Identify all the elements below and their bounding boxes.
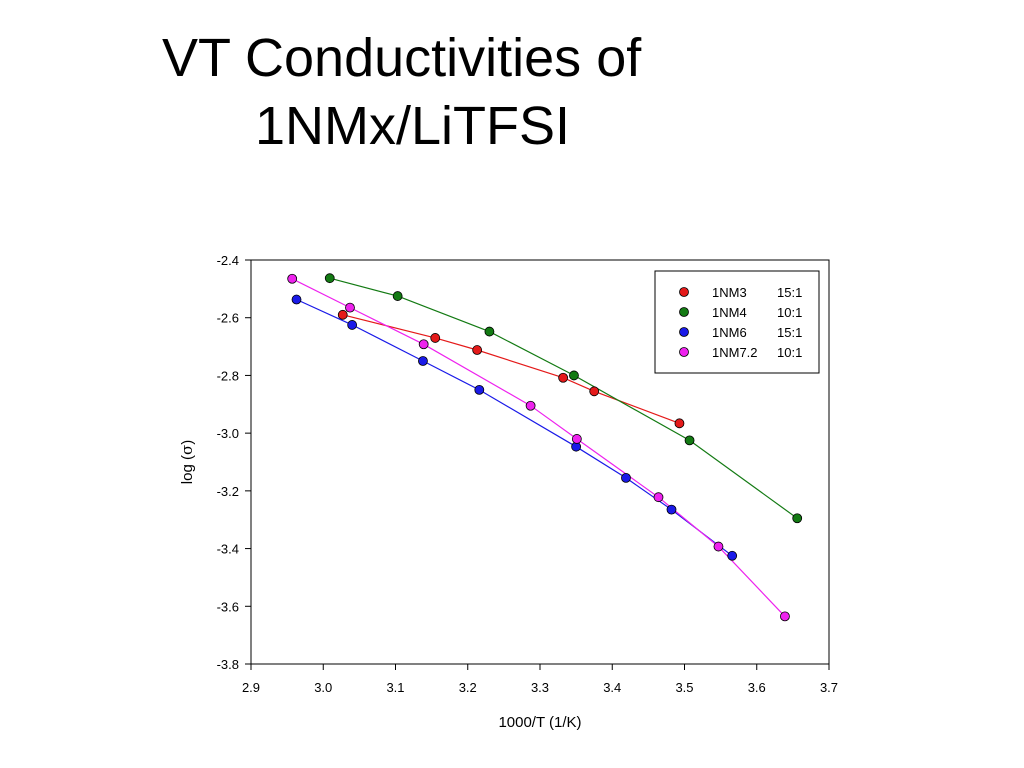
data-point-1NM7.2 [713,541,724,552]
y-axis-ticks: -2.4 -2.6 -2.8 -3.0 -3.2 -3.4 -3.6 -3.8 [217,253,251,672]
data-point-1NM3 [472,345,483,355]
x-axis-ticks: 2.9 3.0 3.1 3.2 3.3 3.4 3.5 3.6 3.7 [242,664,838,695]
data-point-1NM4 [324,273,335,284]
data-point-1NM6 [666,504,677,515]
legend-series-name: 1NM7.2 [712,345,758,360]
legend-series-name: 1NM6 [712,325,747,340]
x-axis-label: 1000/T (1/K) [498,714,581,731]
y-tick-label: -3.4 [217,542,239,557]
y-tick-label: -2.4 [217,253,239,268]
y-tick-label: -3.8 [217,657,239,672]
legend-series-ratio: 10:1 [777,345,802,360]
x-tick-label: 3.7 [820,680,838,695]
data-point-1NM7.2 [418,339,429,350]
slide-title-line2: 1NMx/LiTFSI [255,96,571,156]
data-point-1NM4 [392,291,403,301]
y-axis-label-prefix: log ( [179,455,196,484]
data-point-1NM6 [621,472,631,483]
series-lines [291,277,798,617]
slide-title-line1: VT Conductivities of [162,28,642,88]
data-point-1NM6 [291,294,302,305]
legend-marker [679,327,689,337]
y-tick-label: -2.8 [217,368,239,383]
legend: 1NM3 15:1 1NM4 10:1 1NM6 15:1 1NM7.2 10:1 [654,270,820,374]
legend-marker [679,287,689,297]
x-tick-label: 3.6 [748,680,766,695]
series-line-1NM3 [342,314,680,424]
x-tick-label: 3.1 [386,680,404,695]
data-point-1NM3 [430,333,441,343]
data-point-1NM4 [484,326,495,337]
x-tick-label: 3.4 [603,680,621,695]
legend-marker [679,347,689,357]
data-point-1NM7.2 [571,434,582,444]
series-line-1NM6 [296,298,733,557]
data-point-1NM4 [569,370,579,381]
data-point-1NM6 [418,356,428,366]
x-tick-label: 3.2 [459,680,477,695]
legend-marker [679,307,689,317]
data-point-1NM6 [347,320,358,330]
x-tick-label: 3.5 [675,680,693,695]
y-tick-label: -3.6 [217,599,239,614]
data-point-1NM7.2 [525,400,536,411]
series-line-1NM7.2 [291,278,786,617]
x-tick-label: 3.0 [314,680,332,695]
data-point-1NM4 [792,513,803,524]
y-axis-label-suffix: ) [179,440,196,445]
data-point-1NM3 [589,386,600,397]
data-point-1NM3 [337,309,348,320]
y-axis-label-symbol: σ [178,445,196,455]
series-points [287,273,803,622]
legend-series-ratio: 10:1 [777,305,802,320]
legend-series-name: 1NM3 [712,285,747,300]
data-point-1NM7.2 [780,611,790,622]
x-tick-label: 2.9 [242,680,260,695]
data-point-1NM6 [727,550,738,561]
y-axis-label: log (σ) [178,440,196,484]
legend-series-ratio: 15:1 [777,285,802,300]
data-point-1NM7.2 [345,302,355,313]
legend-series-name: 1NM4 [712,305,747,320]
x-tick-label: 3.3 [531,680,549,695]
data-point-1NM7.2 [287,273,298,284]
data-point-1NM4 [684,435,695,446]
series-line-1NM4 [329,277,798,519]
y-tick-label: -3.0 [217,426,239,441]
y-tick-label: -2.6 [217,311,239,326]
y-tick-label: -3.2 [217,484,239,499]
data-point-1NM3 [674,418,685,429]
data-point-1NM3 [558,372,569,383]
legend-series-ratio: 15:1 [777,325,802,340]
data-point-1NM6 [474,384,485,395]
data-point-1NM7.2 [653,492,664,503]
